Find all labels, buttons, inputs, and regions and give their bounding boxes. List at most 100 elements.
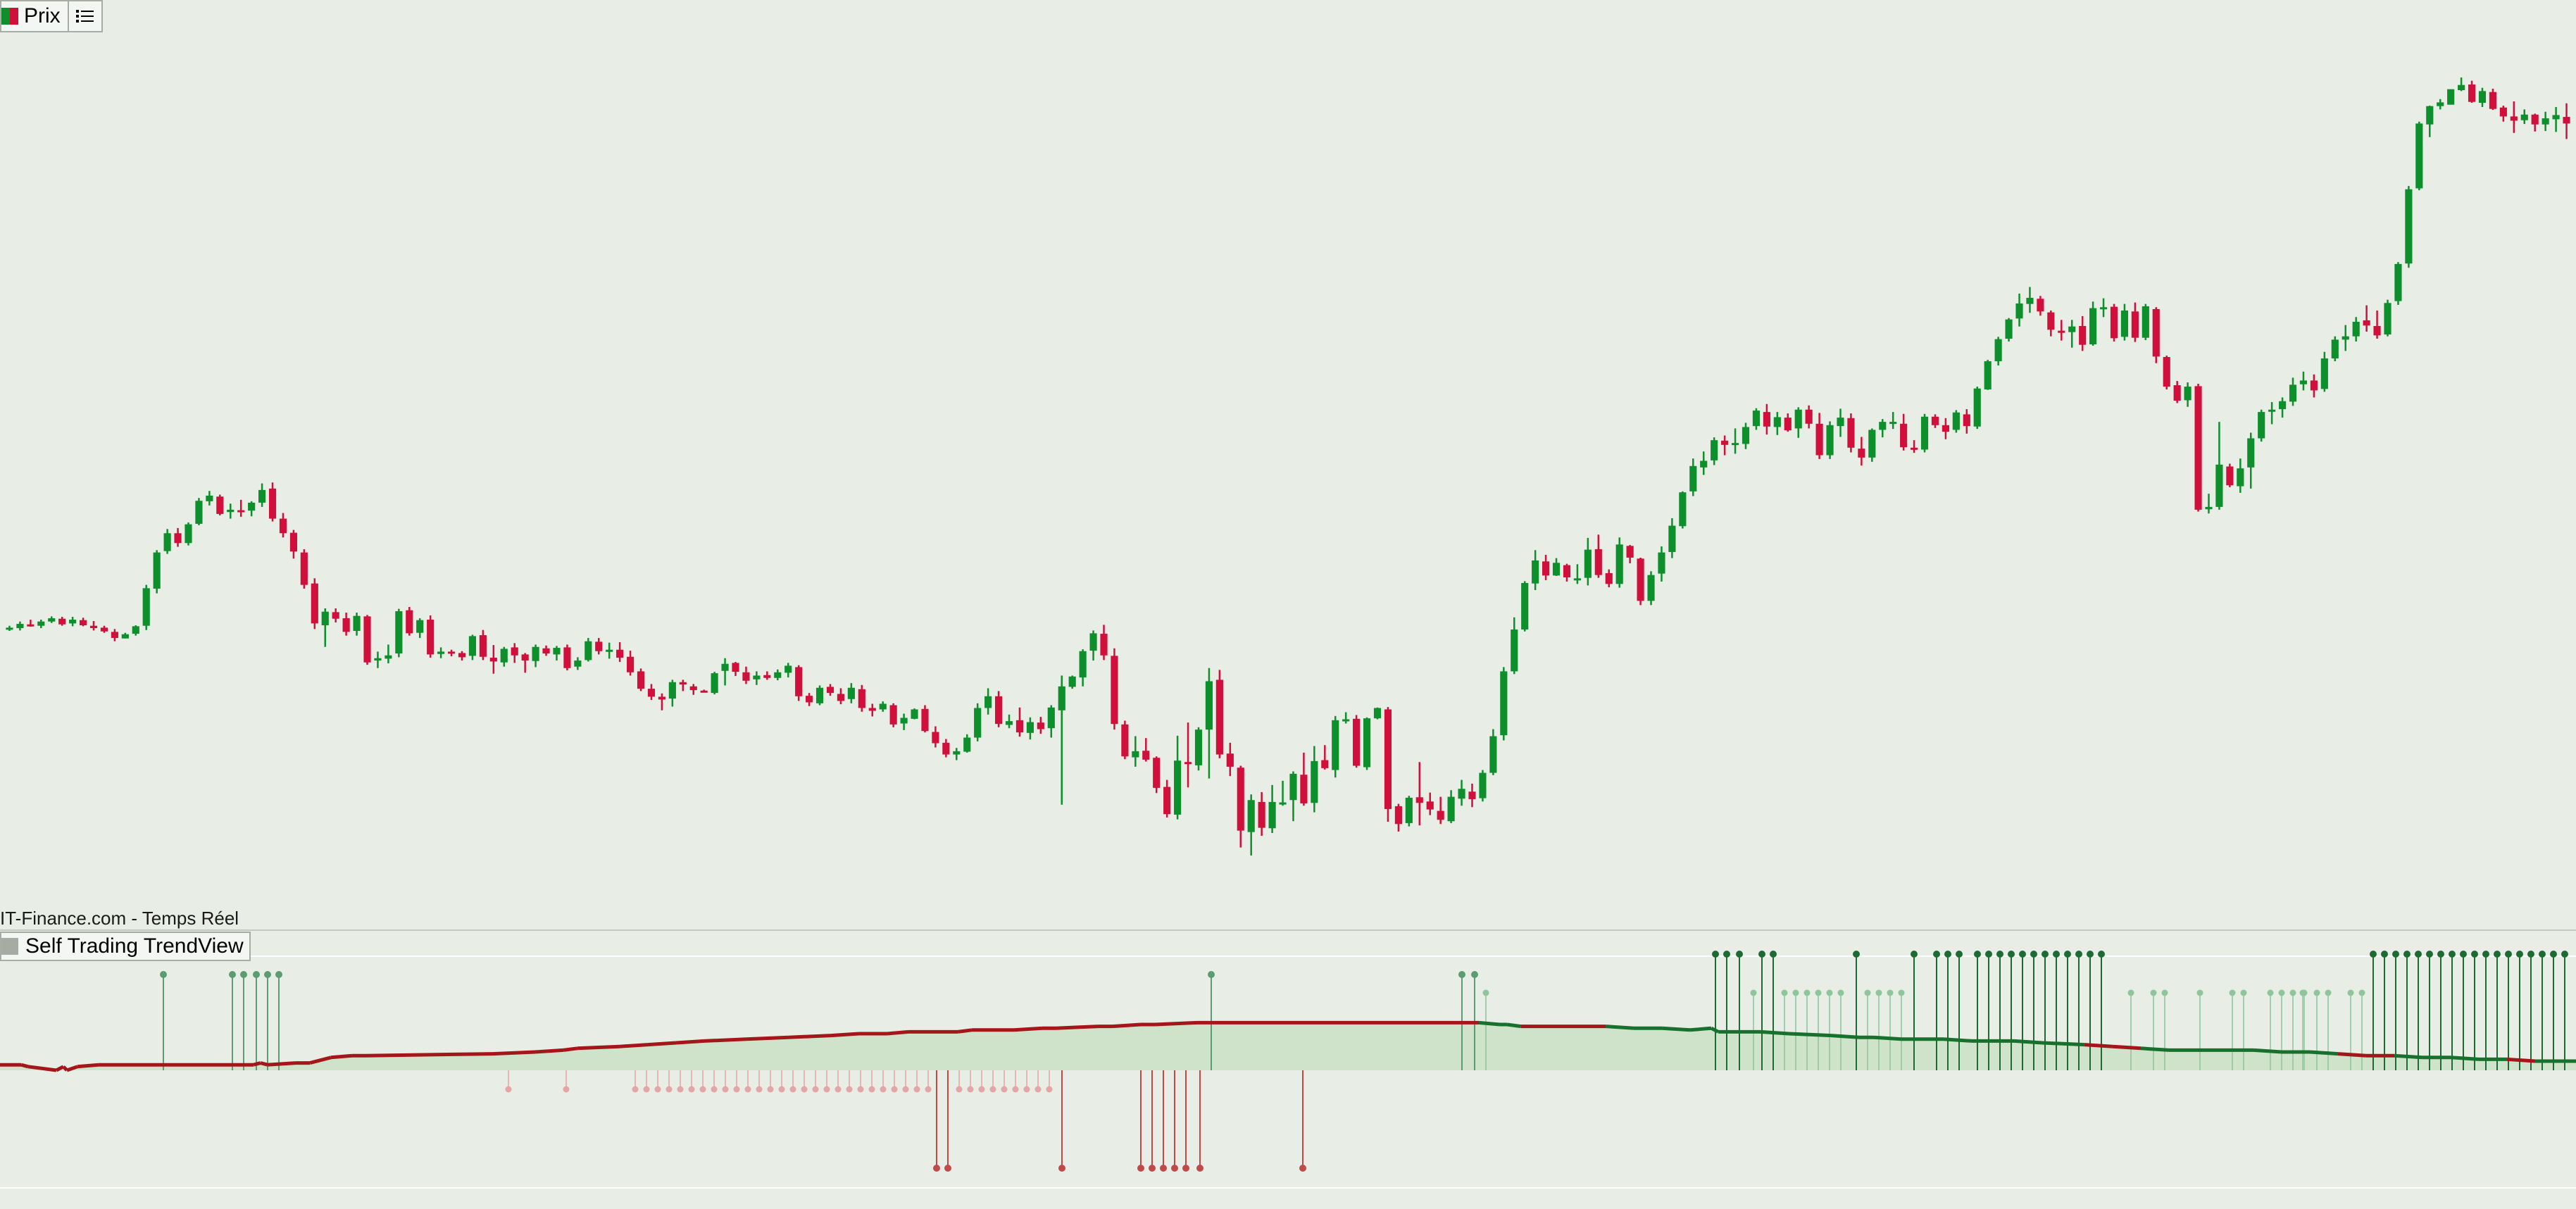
candle-body — [1489, 736, 1497, 773]
trend-line-segment — [1013, 1026, 1043, 1032]
candle-body — [332, 612, 339, 619]
candle — [1721, 435, 1729, 456]
candle-body — [532, 646, 539, 661]
candle — [1805, 405, 1813, 429]
candle-body — [2005, 319, 2013, 339]
candle — [1194, 727, 1203, 771]
candle — [721, 658, 729, 686]
trend-line-segment — [253, 1061, 261, 1067]
candle-body — [216, 496, 224, 514]
price-chart[interactable] — [0, 0, 2576, 928]
candle-body — [815, 687, 824, 703]
candle-body — [1689, 465, 1697, 491]
candle-body — [1258, 801, 1265, 828]
down-faded-dot — [688, 1086, 695, 1093]
candle — [2384, 299, 2391, 337]
down-faded-dot — [891, 1086, 898, 1093]
candle — [763, 671, 771, 680]
candle-body — [2163, 357, 2170, 387]
indicator-panel[interactable] — [0, 931, 2576, 1209]
candle-body — [1742, 427, 1750, 444]
candle-body — [616, 649, 624, 658]
candle — [2163, 356, 2170, 390]
list-button[interactable] — [68, 0, 103, 32]
up-signal — [160, 971, 167, 1070]
candle-body — [1542, 561, 1550, 576]
candle — [2447, 89, 2455, 105]
candle — [2258, 409, 2265, 442]
candle — [37, 620, 45, 629]
panel-separator[interactable] — [0, 929, 2576, 931]
candle — [2405, 186, 2413, 268]
down-faded-dot — [967, 1086, 974, 1093]
candle — [1058, 675, 1065, 805]
candle-body — [2341, 336, 2349, 340]
candle — [268, 482, 277, 522]
up-signal — [2053, 951, 2060, 1070]
candle — [1689, 458, 1697, 496]
candle — [1552, 558, 1561, 576]
trend-line-segment — [2140, 1046, 2170, 1052]
candle — [1647, 571, 1655, 606]
candle-body — [468, 636, 477, 656]
candle — [1153, 756, 1161, 794]
candle-body — [1068, 676, 1076, 687]
candle — [1911, 440, 1918, 453]
trend-line-segment — [62, 1065, 68, 1072]
down-faded-dot — [677, 1086, 684, 1093]
up-signal — [2460, 951, 2467, 1070]
candle-body — [2037, 299, 2044, 312]
candle-body — [1963, 414, 1970, 427]
price-swatch — [1, 8, 18, 25]
candle — [2005, 318, 2013, 342]
candle — [2047, 310, 2055, 337]
candle — [2173, 381, 2181, 403]
indicator-legend-chip[interactable]: Self Trading TrendView — [0, 932, 251, 961]
candle-body — [427, 620, 434, 655]
up-signal — [2392, 951, 2399, 1070]
candle — [700, 689, 708, 693]
down-signal — [1137, 1070, 1144, 1172]
up-signal — [2516, 951, 2523, 1070]
candle-body — [363, 616, 371, 663]
candle — [2278, 397, 2287, 418]
candle-body — [1247, 800, 1255, 832]
candle — [289, 530, 298, 559]
up-signal-dot — [2030, 951, 2037, 958]
up-signal — [264, 971, 271, 1070]
candle-body — [763, 675, 771, 678]
down-signal — [1160, 1070, 1167, 1172]
candle-body — [1163, 787, 1171, 815]
candle — [227, 503, 235, 519]
candle — [1573, 564, 1582, 584]
up-signal-dot — [1911, 951, 1918, 958]
trend-line-segment — [2506, 1057, 2536, 1063]
trend-line-segment — [1154, 1020, 1198, 1027]
candle-body — [1763, 412, 1770, 427]
candle-body — [1605, 572, 1613, 584]
candle-body — [1079, 651, 1087, 678]
trend-line-segment — [20, 1063, 29, 1069]
up-signal-dot — [1974, 951, 1981, 958]
candle — [2352, 317, 2360, 342]
trend-line-segment — [77, 1063, 99, 1069]
candle — [1373, 707, 1382, 720]
candle-body — [1289, 773, 1297, 801]
down-faded-dot — [925, 1086, 932, 1093]
price-legend-chip[interactable]: Prix — [0, 0, 69, 32]
candle-body — [1626, 546, 1634, 558]
candle-body — [1973, 388, 1981, 427]
candle-body — [1847, 418, 1855, 448]
candle — [627, 651, 634, 676]
candle — [121, 632, 129, 639]
candle — [1300, 752, 1308, 806]
indicator-chart[interactable] — [0, 931, 2576, 1209]
up-signal-dot — [2042, 951, 2049, 958]
up-signal-dot — [1944, 951, 1951, 958]
candle — [2299, 371, 2308, 391]
price-panel[interactable] — [0, 0, 2576, 928]
candle — [1458, 779, 1465, 806]
candle — [1384, 707, 1392, 822]
candle-body — [6, 627, 13, 630]
candle-body — [1458, 789, 1465, 799]
